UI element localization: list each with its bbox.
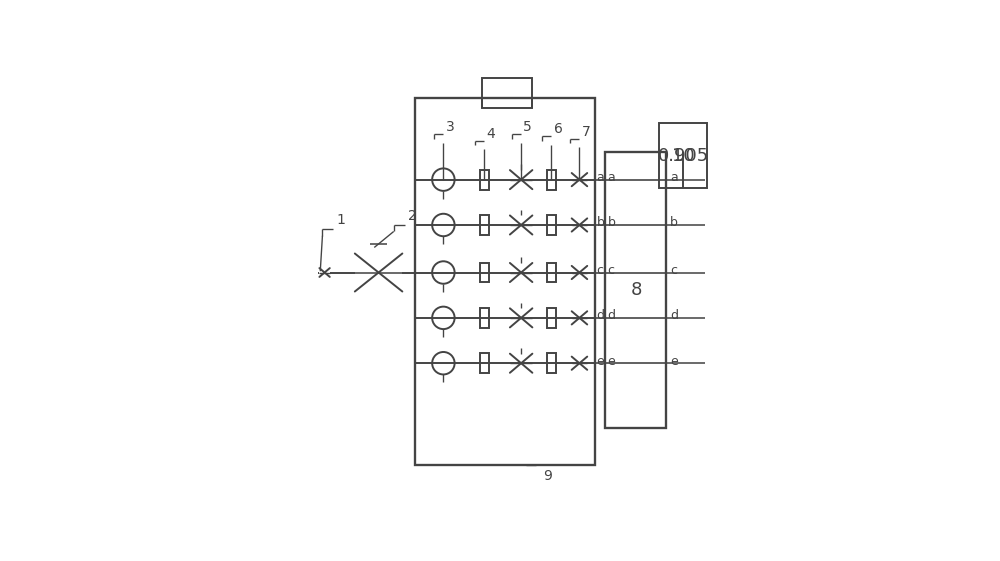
Text: d: d [608, 309, 616, 322]
Text: e: e [597, 355, 604, 367]
Text: 2: 2 [408, 209, 417, 223]
Bar [482, 78, 532, 108]
Bar [480, 215, 489, 235]
Text: 8: 8 [631, 281, 643, 299]
Text: c: c [608, 264, 615, 277]
Text: d: d [597, 309, 605, 322]
Text: 4: 4 [487, 127, 495, 141]
Bar [547, 263, 556, 282]
Text: 1: 1 [337, 213, 346, 227]
Text: b: b [608, 217, 615, 229]
Text: 7: 7 [582, 125, 590, 139]
Text: 3: 3 [446, 120, 454, 134]
Bar [659, 123, 707, 188]
Text: e: e [670, 355, 678, 367]
Bar [480, 353, 489, 373]
Text: e: e [608, 355, 615, 367]
Bar [480, 263, 489, 282]
Bar [547, 215, 556, 235]
Text: b: b [597, 217, 605, 229]
Text: a: a [670, 171, 678, 184]
Bar [547, 169, 556, 190]
Text: 0.905: 0.905 [658, 147, 709, 165]
Bar [480, 169, 489, 190]
Text: a: a [597, 171, 604, 184]
Text: 5: 5 [523, 120, 532, 134]
Bar [547, 353, 556, 373]
Bar [480, 308, 489, 328]
Bar [547, 308, 556, 328]
Text: 6: 6 [554, 122, 562, 136]
Text: a: a [608, 171, 615, 184]
Text: c: c [670, 264, 677, 277]
Bar [605, 151, 666, 428]
Text: b: b [670, 217, 678, 229]
Text: 10: 10 [672, 147, 694, 165]
Text: d: d [670, 309, 678, 322]
Text: 9: 9 [543, 468, 552, 482]
Bar [415, 98, 595, 465]
Text: c: c [597, 264, 604, 277]
